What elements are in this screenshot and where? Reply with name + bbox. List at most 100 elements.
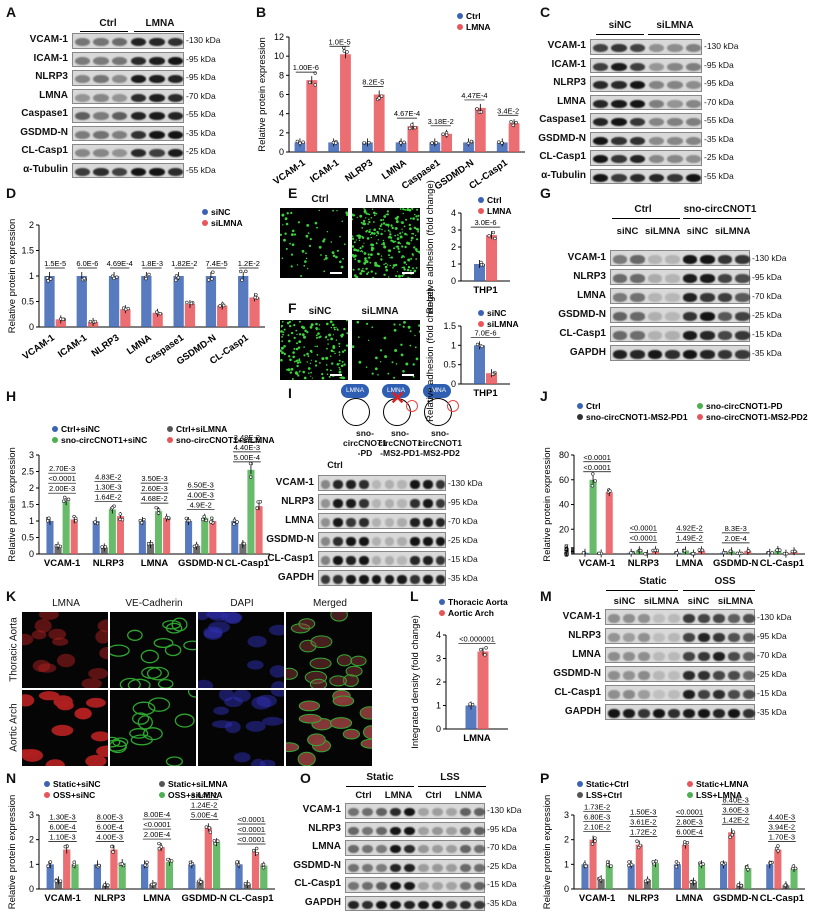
kda-label: -95 kDa [704,78,734,88]
blot-strip [72,89,184,105]
data-point [110,845,113,848]
blot-band [630,350,645,359]
cell-nucleus [48,629,66,640]
data-point [431,142,434,145]
adherent-cell [404,233,407,236]
blot-band [683,350,698,359]
group-line [683,218,751,219]
data-point [692,552,695,555]
blot-band [683,331,698,340]
data-point [785,552,788,555]
cell-nucleus [184,641,196,650]
data-point [720,862,723,865]
data-point [467,142,470,145]
data-point [342,46,345,49]
legend-marker [167,426,173,432]
cell-nucleus [99,647,108,659]
legend-label: Ctrl+siLMNA [176,424,227,434]
adherent-cell [402,370,405,373]
adherent-cell [298,221,300,223]
blot-band [418,864,429,872]
legend-label: Aortic Arch [448,608,494,618]
data-point [469,703,472,706]
adherent-cell [413,363,415,365]
panel-letter: M [540,588,552,604]
blot-band [653,614,665,623]
confocal-image [198,690,284,766]
cell-nucleus [198,680,213,688]
blot-band [346,499,356,508]
data-point [302,141,305,144]
legend-label: OSS+siLMNA [168,790,223,800]
p-value-label: 6.00E-4 [97,823,123,832]
data-point [408,127,411,130]
blot-band [321,575,331,584]
blot-band [397,537,407,546]
adherent-cell [415,258,417,260]
legend-label: LMNA [466,22,491,32]
blot-band [321,499,331,508]
adherent-cell [417,215,419,217]
cell-nucleus [159,680,173,688]
data-point [488,234,491,237]
adherent-cell [354,258,356,260]
blot-band [668,690,680,699]
adherent-cell [341,365,344,368]
adherent-cell [410,270,412,272]
y-tick-label: 5 [564,543,569,553]
data-point [644,552,647,555]
blot-band [446,808,457,816]
data-point [209,521,212,524]
legend-marker [52,426,58,432]
kda-label: -70 kDa [757,650,787,660]
adherent-cell [373,221,375,223]
blot-strip [605,666,755,682]
data-point [491,373,494,376]
x-tick-label: VCAM-1 [271,157,308,187]
blot-row-label: LMNA [537,649,601,660]
adherent-cell [319,362,321,364]
blot-strip [590,76,702,92]
blot-strip [590,150,702,166]
adherent-cell [301,326,304,329]
data-point [64,845,67,848]
blot-band [410,537,420,546]
cell-nucleus [337,655,351,666]
blot-band [728,652,740,661]
blot-band [348,808,359,816]
y-tick-label: 0 [451,379,456,389]
adherent-cell [369,229,370,230]
data-point [210,517,213,520]
data-point [481,345,484,348]
data-point [380,95,383,98]
adherent-cell [415,228,416,229]
y-tick-label: 2 [279,128,284,138]
p-value-label: 7.4E-5 [206,259,228,268]
blot-band [718,312,733,321]
p-value-label: 4.40E-3 [769,813,795,822]
data-point [208,826,211,829]
blot-strip [345,803,485,819]
adherent-cell [398,251,400,253]
data-point [636,840,639,843]
adherent-cell [389,233,391,235]
subgroup-label: siNC [610,226,645,237]
bar [139,521,146,554]
blot-band [432,808,443,816]
data-point [113,277,116,280]
adherent-cell [288,368,291,371]
blot-band [376,808,387,816]
data-point [241,279,244,282]
data-point [368,141,371,144]
data-point [111,506,114,509]
blot-band [75,75,91,83]
lane-label: circCNOT1 [410,438,470,448]
blot-band [372,556,382,565]
group-line [134,31,184,32]
y-tick-label: 3 [564,810,569,820]
data-point [737,884,740,887]
cell-nucleus [212,720,233,728]
cell-nucleus [167,757,183,766]
blot-band [611,137,627,145]
